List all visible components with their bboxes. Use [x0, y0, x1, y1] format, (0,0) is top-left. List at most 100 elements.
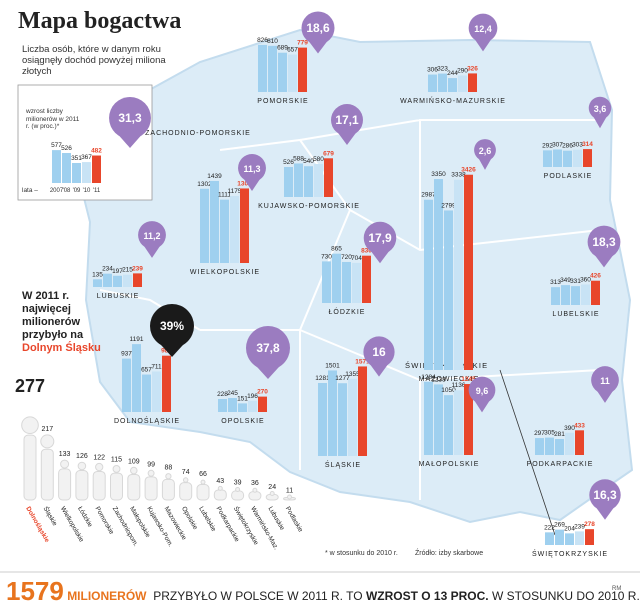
bar-value: 323 — [437, 66, 448, 73]
bar — [428, 74, 437, 92]
pin — [468, 376, 496, 404]
person-body — [75, 470, 89, 501]
person-head — [77, 461, 87, 471]
bar — [72, 162, 81, 183]
pin — [593, 116, 607, 129]
bar-value: 290 — [457, 67, 468, 74]
bar-value: 1111 — [218, 192, 231, 199]
increase-value: 66 — [199, 471, 207, 478]
bar — [133, 273, 142, 287]
bar-value: 297 — [534, 430, 545, 437]
region-name: LUBELSKIE — [552, 311, 599, 318]
bar-value: 3338 — [451, 172, 466, 179]
pin — [473, 400, 491, 413]
increase-name: Lubelskie — [197, 506, 217, 534]
bar-value: 1238 — [431, 376, 446, 383]
bar — [152, 371, 161, 412]
pin — [587, 225, 621, 259]
growth-label: 18,6 — [306, 21, 330, 35]
bar — [324, 158, 333, 197]
bar-value: 526 — [283, 159, 294, 166]
highlight: W 2011 r. najwięcej milionerów przybyło … — [22, 290, 102, 355]
increase-name: Opolskie — [180, 506, 199, 532]
bar — [238, 403, 247, 412]
person-body — [144, 476, 158, 501]
region-name: PODLASKIE — [544, 173, 593, 180]
person-body — [92, 470, 106, 501]
bar — [248, 400, 257, 412]
bar-value: 988 — [161, 348, 172, 355]
bar-value: 326 — [467, 65, 478, 72]
bar — [444, 210, 453, 370]
region-borders — [99, 119, 601, 500]
bar — [458, 75, 467, 92]
bar-value: 865 — [331, 246, 342, 253]
bar — [220, 199, 229, 263]
growth-label: 18,3 — [592, 235, 616, 249]
bar — [228, 398, 237, 412]
bar — [553, 149, 562, 167]
pin — [331, 104, 363, 136]
bar — [362, 255, 371, 303]
increase-value: 217 — [41, 426, 53, 433]
bar-value: 303 — [572, 142, 583, 149]
person-body — [58, 468, 72, 501]
bar-value: 689 — [277, 45, 288, 52]
bar — [448, 78, 457, 92]
bar-value: 1191 — [130, 336, 144, 343]
highlight-place: Dolnym Śląsku — [22, 342, 101, 354]
bar-value: 1439 — [207, 173, 222, 180]
bar — [338, 383, 347, 456]
bar — [444, 395, 453, 455]
increase-value: 99 — [147, 461, 155, 468]
pin — [363, 336, 395, 368]
person-head — [130, 466, 138, 475]
bar-value: 228 — [217, 391, 228, 398]
bar — [565, 533, 574, 545]
bar — [575, 430, 584, 455]
bar-value: 3426 — [461, 167, 476, 174]
bar — [314, 163, 323, 197]
title: Mapa bogactwa — [18, 8, 182, 34]
bar-value: 937 — [121, 351, 132, 358]
bar — [573, 149, 582, 167]
person-head — [287, 494, 292, 500]
pin — [478, 158, 492, 170]
increase-name: Podlaskie — [284, 506, 304, 534]
increase-value: 126 — [76, 453, 88, 460]
region-name: WIELKOPOLSKIE — [190, 269, 260, 276]
bar — [342, 261, 351, 303]
highlight-text: W 2011 r. najwięcej milionerów przybyło … — [22, 290, 84, 341]
bar-value: 426 — [590, 273, 601, 280]
bar — [332, 253, 341, 303]
bar-value: 826 — [257, 37, 268, 44]
bar — [535, 438, 544, 455]
footer-bold: WZROST O 13 PROC. — [365, 589, 489, 603]
bar-value: 2799 — [441, 202, 456, 209]
bar-value: 135 — [92, 271, 103, 278]
person-body — [161, 478, 175, 501]
year: '09 — [73, 188, 81, 194]
bar — [575, 531, 584, 545]
bar-value: 3350 — [431, 171, 446, 178]
bar-value: 305 — [544, 430, 555, 437]
bar-value: 292 — [542, 142, 553, 149]
growth-label: 11 — [600, 376, 610, 386]
bar — [304, 166, 313, 197]
growth-label: 12,4 — [474, 24, 492, 34]
increase-value: 115 — [111, 457, 122, 464]
bar — [328, 370, 337, 456]
pin — [369, 363, 389, 377]
bar-value: 234 — [102, 266, 113, 273]
person-head — [182, 477, 189, 483]
person-head — [269, 491, 275, 497]
increase-value: 24 — [268, 484, 276, 491]
increase-value: 109 — [128, 458, 140, 465]
bar — [424, 381, 433, 455]
bar-value: 360 — [580, 276, 591, 283]
bar-value: 2987 — [421, 192, 436, 199]
bar — [92, 155, 101, 183]
bar-value: 349 — [560, 277, 571, 284]
bar-value: 830 — [361, 248, 372, 255]
